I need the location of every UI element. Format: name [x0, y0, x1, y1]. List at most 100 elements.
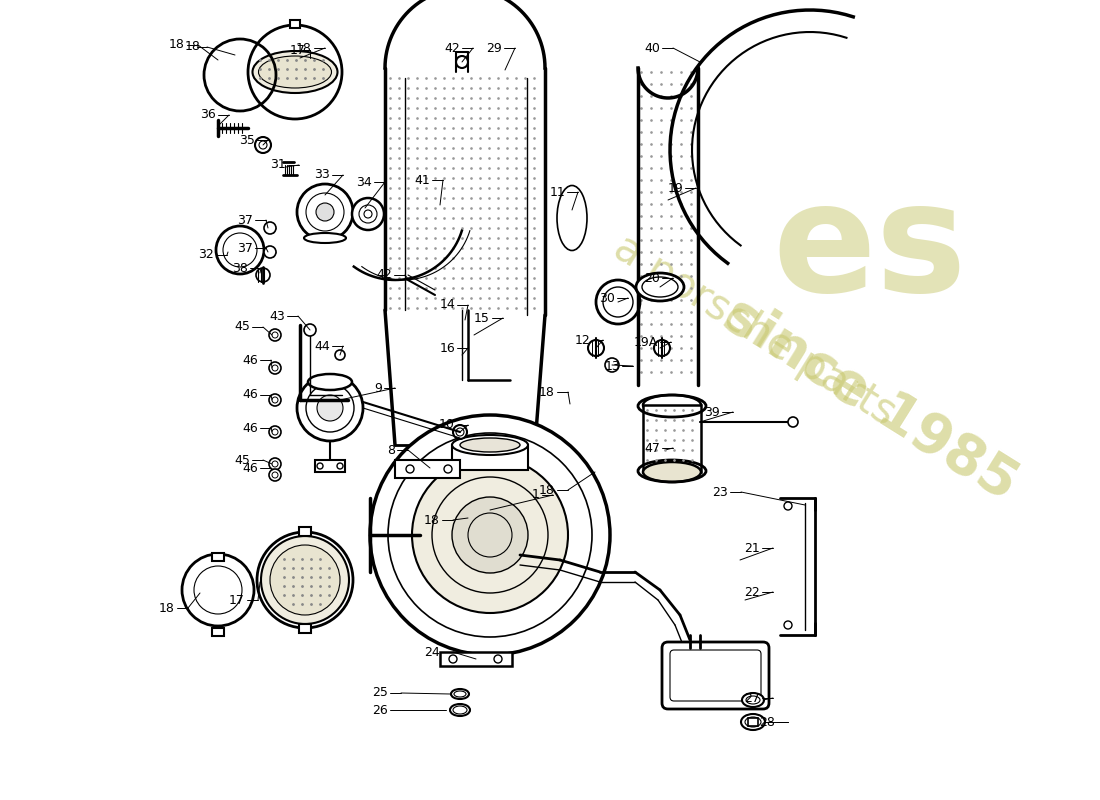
Text: 44: 44 — [315, 339, 330, 353]
Text: 46: 46 — [242, 422, 258, 434]
Text: 17: 17 — [290, 43, 306, 57]
Text: 18: 18 — [185, 41, 201, 54]
Circle shape — [264, 246, 276, 258]
Text: 30: 30 — [600, 291, 615, 305]
Text: 37: 37 — [238, 242, 253, 254]
Circle shape — [588, 340, 604, 356]
Text: 13: 13 — [604, 359, 620, 373]
Circle shape — [449, 655, 456, 663]
Text: 20: 20 — [645, 271, 660, 285]
Circle shape — [452, 497, 528, 573]
Text: 14: 14 — [439, 298, 455, 311]
Bar — [212, 553, 224, 561]
Text: 28: 28 — [759, 715, 775, 729]
Ellipse shape — [557, 186, 587, 250]
Text: 18: 18 — [539, 483, 556, 497]
Circle shape — [297, 375, 363, 441]
Text: 26: 26 — [372, 703, 388, 717]
Text: 1: 1 — [532, 489, 540, 502]
Text: 33: 33 — [315, 169, 330, 182]
Bar — [395, 460, 460, 478]
Text: 42: 42 — [376, 269, 392, 282]
Text: 19A: 19A — [634, 335, 658, 349]
Circle shape — [270, 469, 280, 481]
Ellipse shape — [253, 51, 338, 93]
Text: 29: 29 — [486, 42, 502, 54]
Ellipse shape — [742, 693, 764, 707]
Circle shape — [605, 358, 619, 372]
Circle shape — [494, 655, 502, 663]
Bar — [440, 652, 512, 666]
Text: 42: 42 — [444, 42, 460, 54]
Text: 21: 21 — [745, 542, 760, 554]
Text: 18: 18 — [425, 514, 440, 526]
Ellipse shape — [741, 714, 764, 730]
Text: 43: 43 — [270, 310, 285, 322]
Circle shape — [270, 545, 340, 615]
Circle shape — [297, 184, 353, 240]
Circle shape — [370, 415, 610, 655]
Circle shape — [264, 222, 276, 234]
Bar — [212, 628, 224, 636]
Circle shape — [654, 340, 670, 356]
Text: 8: 8 — [387, 443, 395, 457]
Ellipse shape — [258, 56, 331, 88]
Ellipse shape — [452, 435, 528, 455]
Bar — [315, 460, 345, 472]
Text: 40: 40 — [645, 42, 660, 54]
Text: 11: 11 — [549, 186, 565, 198]
Circle shape — [316, 203, 334, 221]
Text: 19: 19 — [668, 182, 683, 194]
Text: 36: 36 — [200, 109, 216, 122]
Ellipse shape — [304, 233, 346, 243]
Text: 31: 31 — [271, 158, 286, 171]
Text: 9: 9 — [374, 382, 382, 394]
Circle shape — [255, 137, 271, 153]
Bar — [452, 445, 528, 470]
Text: 38: 38 — [232, 262, 248, 274]
Circle shape — [352, 198, 384, 230]
Ellipse shape — [644, 395, 701, 415]
Text: 46: 46 — [242, 389, 258, 402]
Ellipse shape — [644, 462, 701, 482]
Text: 16: 16 — [439, 342, 455, 354]
Text: 46: 46 — [242, 354, 258, 366]
Text: 24: 24 — [425, 646, 440, 658]
Circle shape — [453, 425, 468, 439]
Text: 41: 41 — [415, 174, 430, 186]
Text: 34: 34 — [356, 175, 372, 189]
Bar — [290, 20, 300, 28]
Circle shape — [270, 394, 280, 406]
Circle shape — [788, 417, 798, 427]
Text: 23: 23 — [713, 486, 728, 498]
Text: 45: 45 — [234, 321, 250, 334]
Text: a porsche parts: a porsche parts — [606, 226, 904, 434]
Text: 10: 10 — [439, 418, 455, 431]
Text: 17: 17 — [229, 594, 245, 606]
Circle shape — [337, 463, 343, 469]
Bar — [299, 527, 311, 536]
Circle shape — [261, 536, 349, 624]
Text: 12: 12 — [574, 334, 590, 346]
Bar — [299, 624, 311, 633]
Text: 27: 27 — [744, 691, 760, 705]
Text: 32: 32 — [198, 249, 214, 262]
Circle shape — [270, 458, 280, 470]
Circle shape — [270, 362, 280, 374]
Text: since 1985: since 1985 — [713, 288, 1026, 512]
Text: 22: 22 — [745, 586, 760, 598]
Ellipse shape — [451, 689, 469, 699]
Circle shape — [412, 457, 568, 613]
Text: 18: 18 — [539, 386, 556, 398]
Text: 18: 18 — [169, 38, 185, 51]
Circle shape — [270, 426, 280, 438]
Text: 47: 47 — [645, 442, 660, 454]
Circle shape — [456, 56, 468, 68]
Circle shape — [317, 395, 343, 421]
Circle shape — [444, 465, 452, 473]
Circle shape — [336, 350, 345, 360]
Text: 39: 39 — [704, 406, 720, 418]
Text: 25: 25 — [372, 686, 388, 699]
Text: 37: 37 — [238, 214, 253, 226]
Text: 35: 35 — [239, 134, 255, 146]
